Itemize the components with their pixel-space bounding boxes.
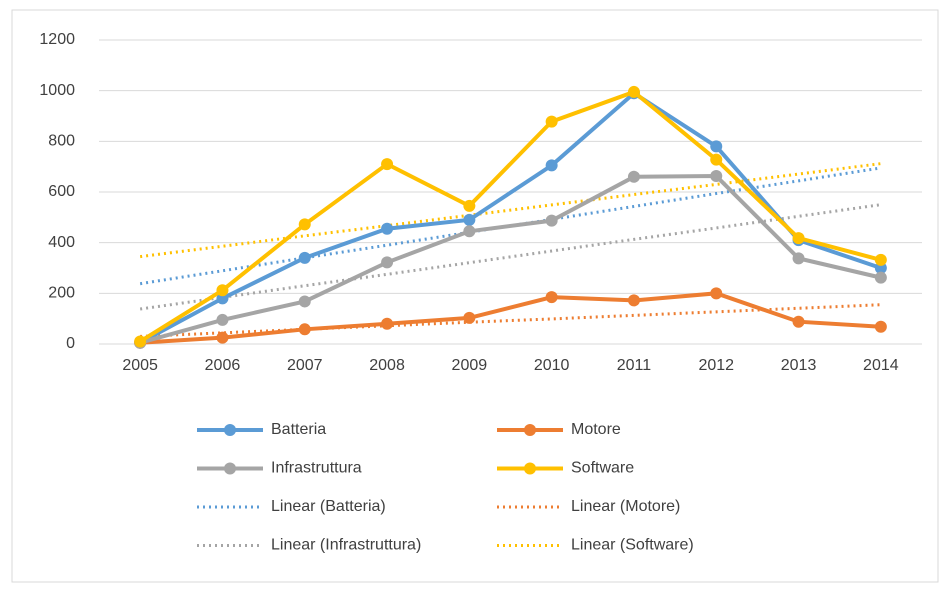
point — [216, 284, 229, 297]
x-tick-label: 2006 — [205, 357, 241, 374]
point — [381, 317, 394, 330]
point — [792, 232, 805, 245]
legend-label: Infrastruttura — [271, 460, 362, 477]
point — [216, 331, 229, 344]
point — [298, 323, 311, 336]
point — [627, 170, 640, 183]
point — [463, 225, 476, 238]
x-tick-label: 2012 — [698, 357, 734, 374]
x-tick-label: 2010 — [534, 357, 570, 374]
chart-border — [11, 9, 939, 583]
x-tick-label: 2011 — [617, 357, 652, 374]
point — [134, 335, 147, 348]
legend-marker — [524, 424, 536, 436]
point — [627, 294, 640, 307]
point — [710, 287, 723, 300]
point — [627, 85, 640, 98]
point — [874, 271, 887, 284]
legend-label: Linear (Infrastruttura) — [271, 537, 421, 554]
x-tick-label: 2007 — [287, 357, 323, 374]
x-tick-label: 2005 — [122, 357, 158, 374]
y-tick-label: 1200 — [39, 31, 75, 48]
legend-marker — [224, 424, 236, 436]
point — [710, 170, 723, 183]
legend-label: Batteria — [271, 421, 326, 438]
legend-marker — [524, 462, 536, 475]
series-line — [139, 89, 882, 344]
point — [792, 315, 805, 328]
point — [874, 320, 887, 333]
series-line — [139, 90, 882, 345]
legend-label: Motore — [571, 421, 621, 438]
point — [874, 253, 887, 266]
point — [381, 256, 394, 269]
y-tick-label: 0 — [66, 335, 75, 352]
point — [710, 140, 723, 153]
point — [298, 251, 311, 264]
trend-line — [139, 166, 882, 286]
point — [545, 115, 558, 128]
point — [298, 295, 311, 308]
point — [792, 252, 805, 265]
point — [545, 291, 558, 304]
point — [381, 222, 394, 235]
y-tick-label: 400 — [48, 234, 75, 251]
legend-label: Software — [571, 460, 634, 477]
trend-line — [139, 162, 882, 259]
point — [216, 313, 229, 326]
series-line — [140, 291, 881, 345]
series-line — [139, 174, 882, 345]
point — [463, 213, 476, 226]
legend-marker — [224, 462, 236, 475]
point — [463, 311, 476, 324]
point — [710, 153, 723, 166]
y-tick-label: 200 — [48, 285, 75, 302]
x-tick-label: 2008 — [369, 357, 405, 374]
legend-label: Linear (Software) — [571, 537, 694, 554]
point — [463, 199, 476, 212]
point — [545, 159, 558, 172]
y-tick-label: 1000 — [39, 82, 75, 99]
x-tick-label: 2009 — [452, 357, 488, 374]
point — [381, 158, 394, 171]
x-tick-label: 2013 — [781, 357, 817, 374]
x-tick-label: 2014 — [863, 357, 899, 374]
y-tick-label: 600 — [48, 183, 75, 200]
point — [545, 214, 558, 227]
y-tick-label: 800 — [48, 133, 75, 150]
legend-label: Linear (Motore) — [571, 498, 680, 515]
point — [298, 218, 311, 231]
legend-label: Linear (Batteria) — [271, 498, 386, 515]
